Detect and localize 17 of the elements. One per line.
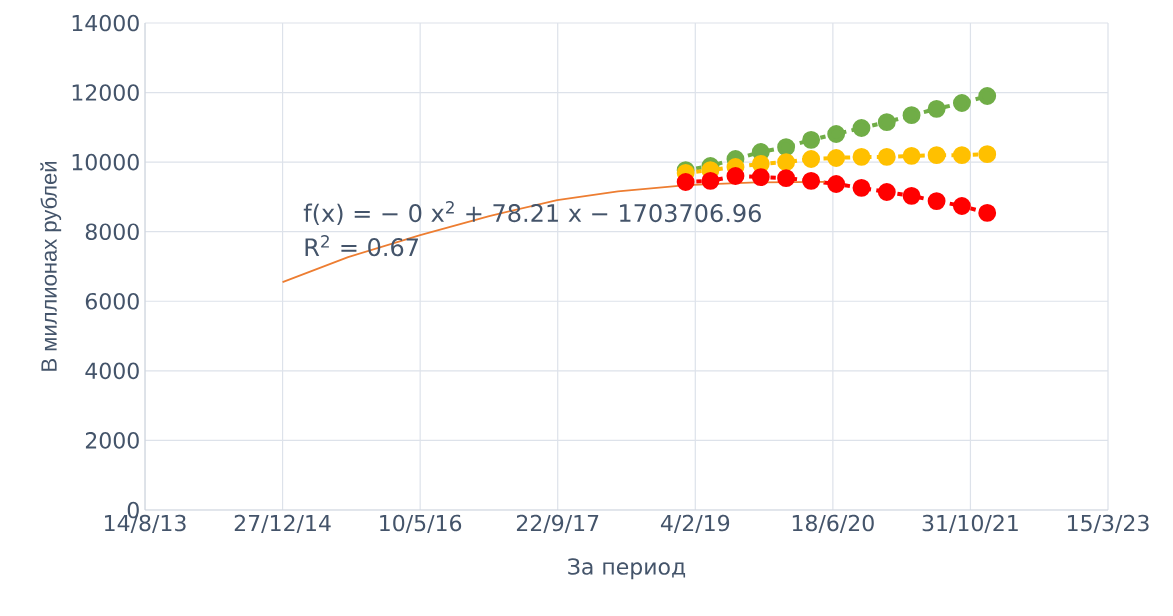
x-tick-label: 22/9/17 — [516, 514, 599, 534]
annotation: f(x) = − 0 x$^{2}$ + 78.21 x − 1703706.96 — [303, 201, 761, 225]
x-tick-label: 4/2/19 — [660, 514, 730, 534]
x-tick-label: 10/5/16 — [380, 514, 462, 534]
x-axis-title: За период — [568, 558, 686, 580]
y-tick-label: 14000 — [72, 14, 139, 32]
x-tick-label: 18/6/20 — [792, 514, 874, 534]
y-tick-label: 8000 — [85, 223, 139, 241]
y-tick-label: 2000 — [85, 432, 139, 449]
y-tick-label: 4000 — [85, 362, 139, 380]
y-axis-title: В миллионах рублей — [40, 161, 62, 371]
x-tick-label: 27/12/14 — [234, 514, 331, 534]
y-tick-label: 6000 — [85, 292, 139, 310]
y-tick-label: 12000 — [72, 84, 139, 101]
y-tick-label: 10000 — [72, 153, 139, 171]
x-tick-label: 31/10/21 — [922, 514, 1018, 534]
x-tick-label: 15/3/23 — [1068, 514, 1149, 534]
